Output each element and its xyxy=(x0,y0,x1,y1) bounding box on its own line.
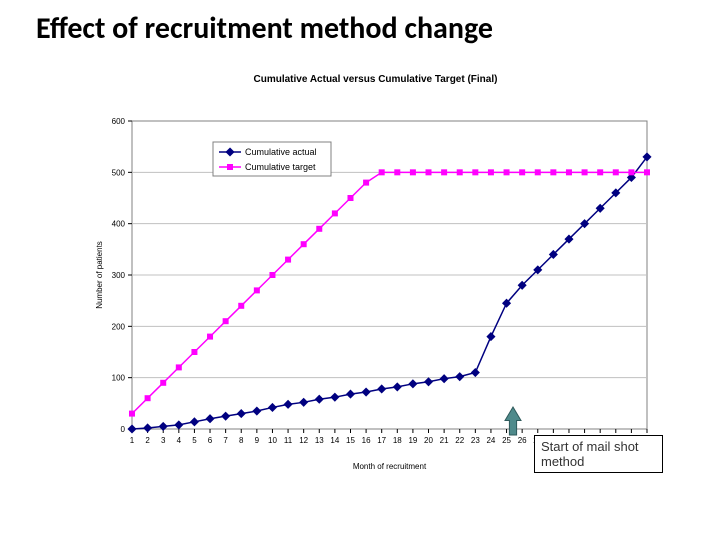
svg-text:22: 22 xyxy=(455,436,464,445)
svg-text:Cumulative actual: Cumulative actual xyxy=(245,147,317,157)
svg-text:7: 7 xyxy=(223,436,228,445)
svg-text:Number of patients: Number of patients xyxy=(95,241,104,309)
svg-text:6: 6 xyxy=(208,436,213,445)
chart-svg: 0100200300400500600123456789101112131415… xyxy=(88,85,663,482)
svg-text:11: 11 xyxy=(284,436,293,445)
svg-text:13: 13 xyxy=(315,436,324,445)
chart-title: Cumulative Actual versus Cumulative Targ… xyxy=(88,74,663,85)
svg-text:16: 16 xyxy=(362,436,371,445)
annotation-arrow-icon xyxy=(501,405,525,439)
svg-text:15: 15 xyxy=(346,436,355,445)
svg-text:23: 23 xyxy=(471,436,480,445)
svg-text:200: 200 xyxy=(112,322,126,331)
svg-text:9: 9 xyxy=(255,436,260,445)
annotation-label: Start of mail shot method xyxy=(534,435,663,473)
svg-text:14: 14 xyxy=(330,436,339,445)
svg-text:100: 100 xyxy=(112,374,126,383)
svg-text:5: 5 xyxy=(192,436,197,445)
svg-text:Month of recruitment: Month of recruitment xyxy=(353,462,427,471)
svg-text:1: 1 xyxy=(130,436,135,445)
svg-text:18: 18 xyxy=(393,436,402,445)
recruitment-chart: Cumulative Actual versus Cumulative Targ… xyxy=(88,70,663,485)
svg-text:24: 24 xyxy=(486,436,495,445)
svg-text:4: 4 xyxy=(177,436,182,445)
svg-text:17: 17 xyxy=(377,436,386,445)
page-title: Effect of recruitment method change xyxy=(36,10,493,47)
svg-text:2: 2 xyxy=(145,436,150,445)
svg-text:500: 500 xyxy=(112,168,126,177)
svg-text:Cumulative target: Cumulative target xyxy=(245,162,316,172)
svg-text:19: 19 xyxy=(408,436,417,445)
svg-text:400: 400 xyxy=(112,220,126,229)
svg-text:0: 0 xyxy=(121,425,126,434)
svg-text:10: 10 xyxy=(268,436,277,445)
svg-text:12: 12 xyxy=(299,436,308,445)
svg-text:300: 300 xyxy=(112,271,126,280)
svg-text:8: 8 xyxy=(239,436,244,445)
svg-text:20: 20 xyxy=(424,436,433,445)
svg-text:600: 600 xyxy=(112,117,126,126)
svg-text:3: 3 xyxy=(161,436,166,445)
legend: Cumulative actual Cumulative target xyxy=(213,142,331,176)
svg-text:21: 21 xyxy=(440,436,449,445)
